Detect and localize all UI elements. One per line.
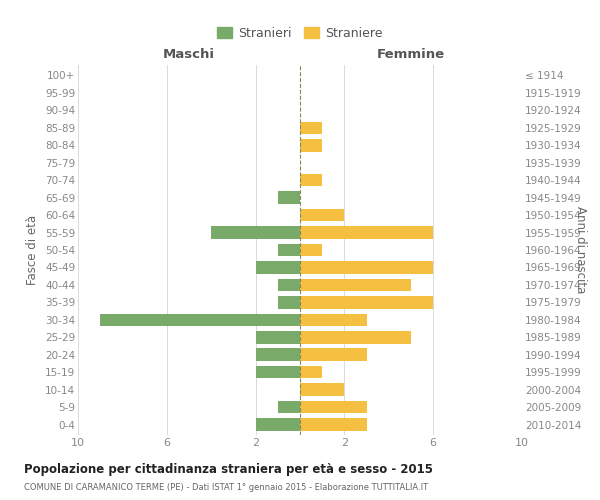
- Bar: [300, 296, 433, 308]
- Bar: [278, 244, 300, 256]
- Bar: [256, 261, 300, 274]
- Bar: [300, 244, 322, 256]
- Bar: [300, 278, 411, 291]
- Bar: [300, 226, 433, 239]
- Bar: [300, 366, 322, 378]
- Text: COMUNE DI CARAMANICO TERME (PE) - Dati ISTAT 1° gennaio 2015 - Elaborazione TUTT: COMUNE DI CARAMANICO TERME (PE) - Dati I…: [24, 482, 428, 492]
- Bar: [300, 174, 322, 186]
- Text: Femmine: Femmine: [377, 48, 445, 62]
- Bar: [256, 366, 300, 378]
- Bar: [100, 314, 300, 326]
- Bar: [300, 384, 344, 396]
- Bar: [256, 331, 300, 344]
- Bar: [300, 348, 367, 361]
- Bar: [256, 418, 300, 431]
- Legend: Stranieri, Straniere: Stranieri, Straniere: [213, 23, 387, 44]
- Bar: [211, 226, 300, 239]
- Bar: [300, 139, 322, 151]
- Y-axis label: Anni di nascita: Anni di nascita: [574, 206, 587, 294]
- Bar: [300, 209, 344, 222]
- Bar: [300, 418, 367, 431]
- Bar: [300, 401, 367, 413]
- Bar: [278, 401, 300, 413]
- Text: Maschi: Maschi: [163, 48, 215, 62]
- Y-axis label: Fasce di età: Fasce di età: [26, 215, 40, 285]
- Bar: [256, 348, 300, 361]
- Bar: [278, 296, 300, 308]
- Bar: [300, 261, 433, 274]
- Bar: [278, 278, 300, 291]
- Bar: [300, 314, 367, 326]
- Text: Popolazione per cittadinanza straniera per età e sesso - 2015: Popolazione per cittadinanza straniera p…: [24, 462, 433, 475]
- Bar: [300, 122, 322, 134]
- Bar: [300, 331, 411, 344]
- Bar: [278, 192, 300, 204]
